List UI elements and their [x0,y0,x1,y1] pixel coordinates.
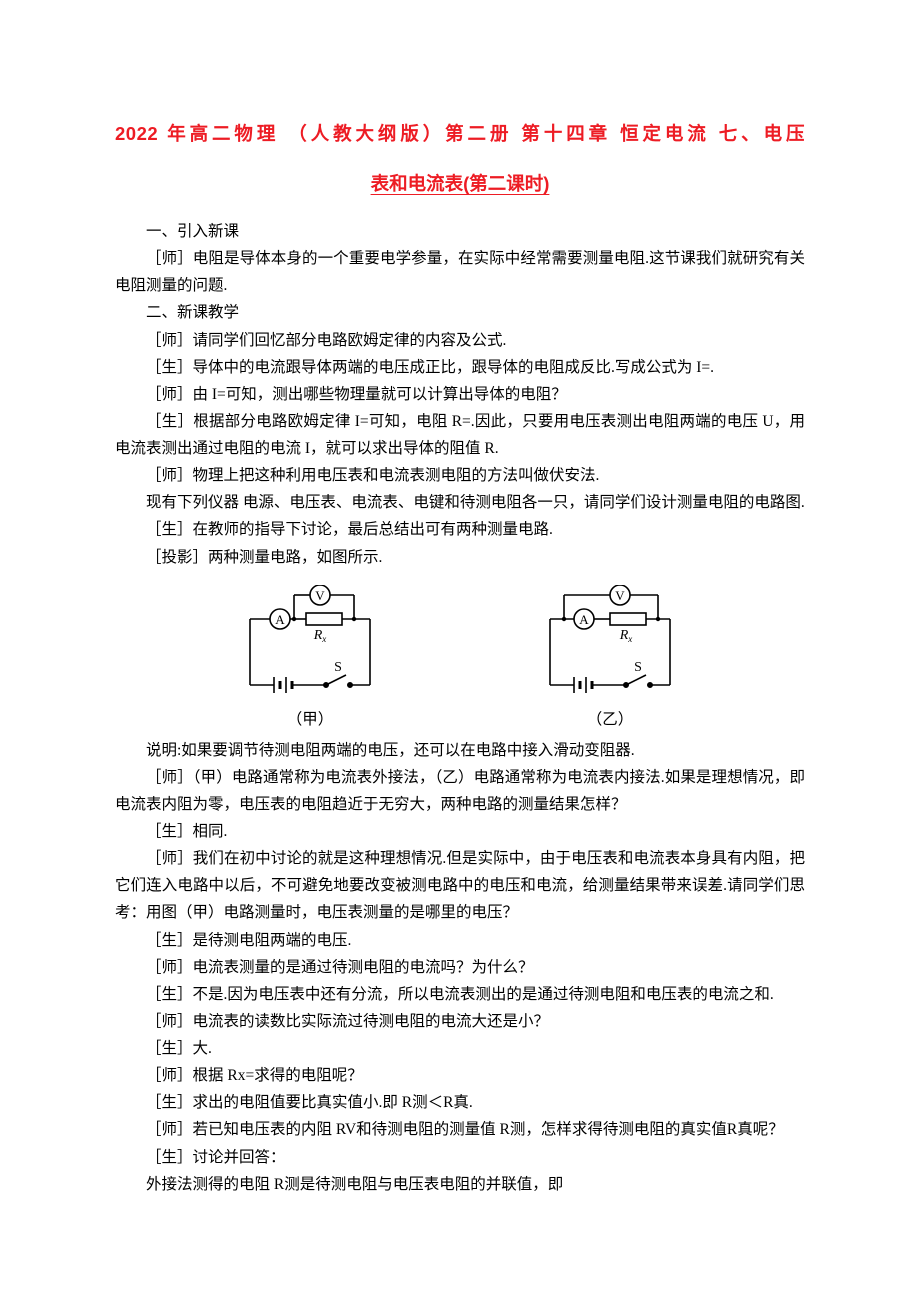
para: ［投影］两种测量电路，如图所示. [115,544,805,571]
figure-jia-caption: （甲） [230,707,390,729]
para: ［生］求出的电阻值要比真实值小.即 R测＜R真. [115,1089,805,1116]
para: ［生］在教师的指导下讨论，最后总结出可有两种测量电路. [115,516,805,543]
switch-label: S [334,660,342,675]
doc-title-line1: 2022 年高二物理 （人教大纲版）第二册 第十四章 恒定电流 七、电压 [115,120,805,146]
para: ［师］我们在初中讨论的就是这种理想情况.但是实际中，由于电压表和电流表本身具有内… [115,845,805,926]
para: ［生］根据部分电路欧姆定律 I=可知，电阻 R=.因此，只要用电压表测出电阻两端… [115,408,805,462]
resistor-label: Rx [619,628,633,644]
heading-intro: 一、引入新课 [115,218,805,245]
heading-new: 二、新课教学 [115,299,805,326]
circuit-jia-svg: V A Rx S [230,585,390,703]
para: ［师］若已知电压表的内阻 RV和待测电阻的测量值 R测，怎样求得待测电阻的真实值… [115,1116,805,1143]
circuit-figures: V A Rx S （甲） [115,585,805,729]
figure-jia: V A Rx S （甲） [230,585,390,729]
para: ［师］电流表测量的是通过待测电阻的电流吗？为什么？ [115,954,805,981]
para: ［生］讨论并回答： [115,1144,805,1171]
doc-title-line2: 表和电流表(第二课时) [115,170,805,196]
para: ［生］不是.因为电压表中还有分流，所以电流表测出的是通过待测电阻和电压表的电流之… [115,981,805,1008]
para: ［师］（甲）电路通常称为电流表外接法，（乙）电路通常称为电流表内接法.如果是理想… [115,764,805,818]
voltmeter-label: V [315,588,325,603]
ammeter-label: A [579,612,589,627]
para: ［生］相同. [115,818,805,845]
circuit-yi-svg: V A Rx S [530,585,690,703]
para: ［师］由 I=可知，测出哪些物理量就可以计算出导体的电阻？ [115,381,805,408]
resistor-label: Rx [313,628,327,644]
para: ［师］电流表的读数比实际流过待测电阻的电流大还是小？ [115,1008,805,1035]
para: ［生］是待测电阻两端的电压. [115,927,805,954]
para: 外接法测得的电阻 R测是待测电阻与电压表电阻的并联值，即 [115,1171,805,1198]
switch-label: S [634,660,642,675]
voltmeter-label: V [615,588,625,603]
para: ［师］电阻是导体本身的一个重要电学参量，在实际中经常需要测量电阻.这节课我们就研… [115,245,805,299]
figure-yi: V A Rx S （乙） [530,585,690,729]
figure-note: 说明:如果要调节待测电阻两端的电压，还可以在电路中接入滑动变阻器. [115,737,805,764]
ammeter-label: A [275,612,285,627]
para: ［师］请同学们回忆部分电路欧姆定律的内容及公式. [115,327,805,354]
para: ［生］大. [115,1035,805,1062]
para: 现有下列仪器 电源、电压表、电流表、电键和待测电阻各一只，请同学们设计测量电阻的… [115,489,805,516]
para: ［生］导体中的电流跟导体两端的电压成正比，跟导体的电阻成反比.写成公式为 I=. [115,354,805,381]
para: ［师］物理上把这种利用电压表和电流表测电阻的方法叫做伏安法. [115,462,805,489]
figure-yi-caption: （乙） [530,707,690,729]
para: ［师］根据 Rx=求得的电阻呢？ [115,1062,805,1089]
